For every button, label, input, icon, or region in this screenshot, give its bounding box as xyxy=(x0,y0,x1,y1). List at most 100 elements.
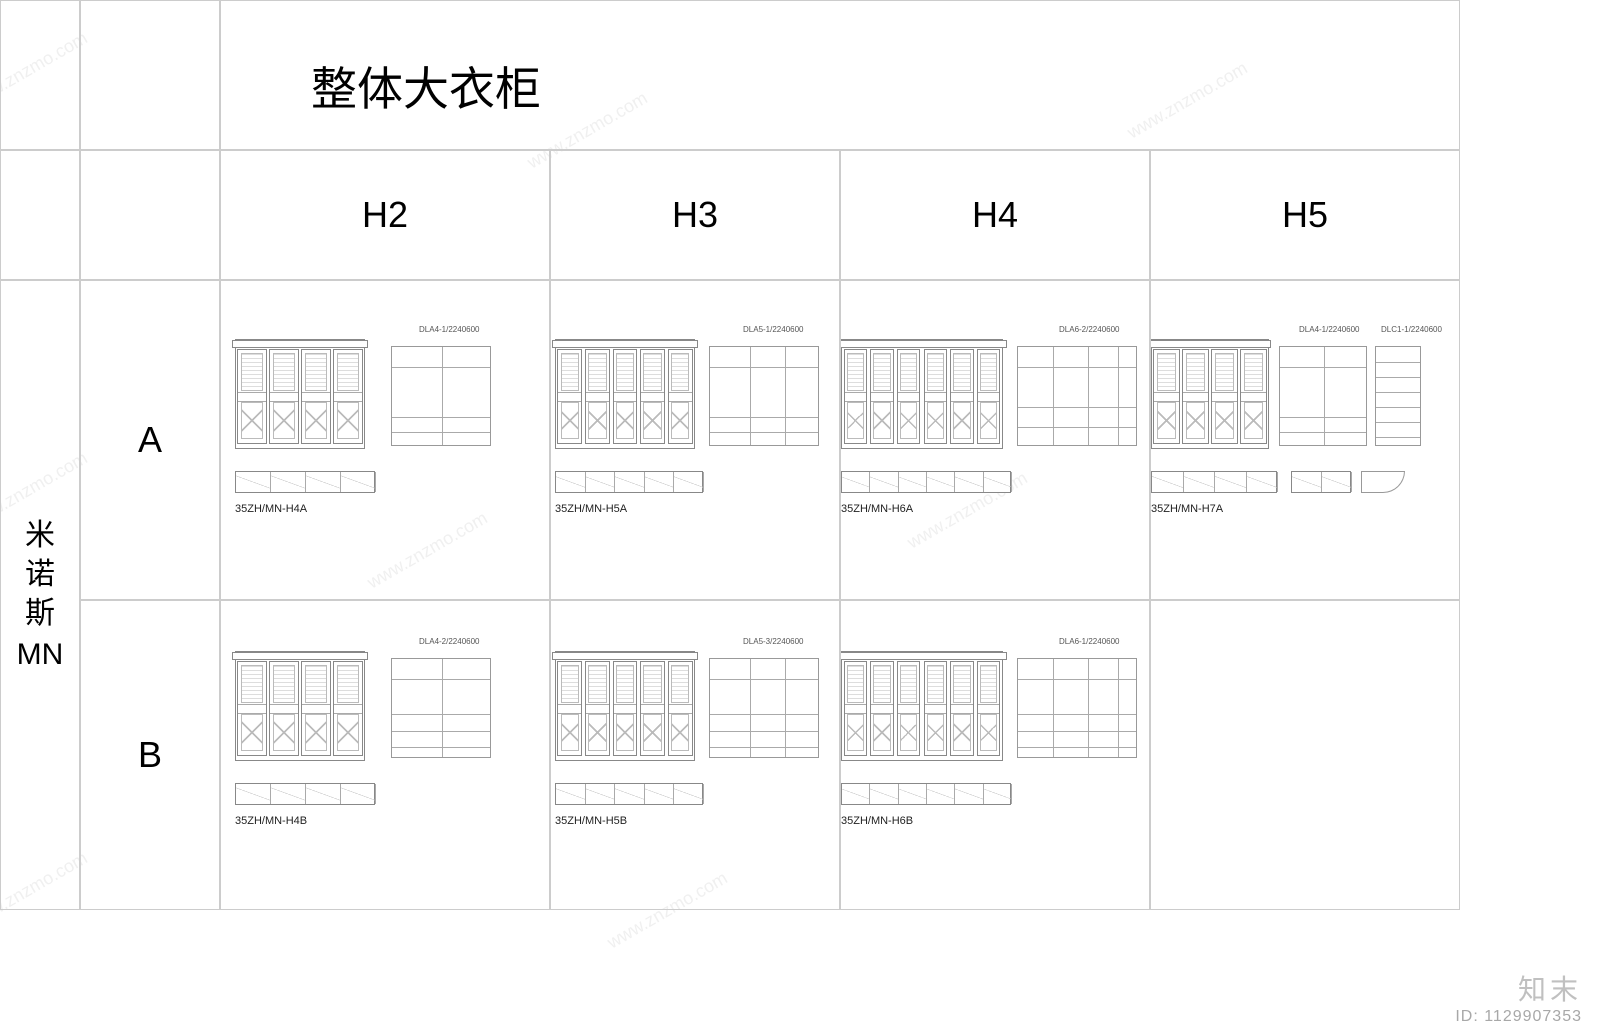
crown-moulding xyxy=(552,340,698,348)
product-code: 35ZH/MN-H6B xyxy=(841,815,913,827)
top-segment xyxy=(842,472,870,492)
section-divider xyxy=(785,347,786,445)
diag-line xyxy=(306,472,340,492)
brand-char: 诺 xyxy=(25,555,55,594)
diag-line xyxy=(984,784,1011,804)
cell-a-h2: 35ZH/MN-H4ADLA4-1/2240600 xyxy=(220,280,550,600)
top-segment xyxy=(955,472,983,492)
diag-line xyxy=(927,472,954,492)
x-panel xyxy=(873,714,890,751)
col-head-label: H4 xyxy=(972,194,1018,236)
diag-line xyxy=(1184,472,1215,492)
section-divider xyxy=(1088,659,1089,757)
diag-line xyxy=(236,472,270,492)
wardrobe-section xyxy=(391,346,491,446)
cell-b-h4: 35ZH/MN-H6BDLA6-1/2240600 xyxy=(840,600,1150,910)
wardrobe-section xyxy=(1279,346,1367,446)
wardrobe-section xyxy=(709,658,819,758)
wardrobe-section xyxy=(1017,346,1137,446)
col-head-h4: H4 xyxy=(840,150,1150,280)
louvre-panel xyxy=(847,665,864,702)
wardrobe-drawing: 35ZH/MN-H6ADLA6-2/2240600 xyxy=(841,281,1149,599)
top-segment xyxy=(271,784,306,804)
door-panel xyxy=(269,349,298,444)
x-panel xyxy=(337,402,359,439)
door-panel xyxy=(897,349,920,444)
section-label: DLA5-1/2240600 xyxy=(743,325,804,334)
door-panel xyxy=(897,661,920,756)
x-panel xyxy=(241,714,263,751)
x-panel xyxy=(337,714,359,751)
product-code: 35ZH/MN-H7A xyxy=(1151,503,1223,515)
x-panel xyxy=(616,714,634,751)
top-segment xyxy=(615,472,645,492)
door-panel xyxy=(1153,349,1180,444)
shelf xyxy=(1376,377,1420,378)
shelf xyxy=(710,731,818,732)
watermark-id: ID: 1129907353 xyxy=(1455,1008,1582,1026)
cell-a-h4: 35ZH/MN-H6ADLA6-2/2240600 xyxy=(840,280,1150,600)
x-panel xyxy=(953,714,970,751)
louvre-panel xyxy=(337,665,359,702)
door-panel xyxy=(924,349,947,444)
catalog-grid: 整体大衣柜 H2 H3 H4 H5 米 诺 斯 MN A 35ZH/MN-H4A… xyxy=(0,0,1600,1034)
page-title: 整体大衣柜 xyxy=(311,53,541,119)
section-label: DLA6-2/2240600 xyxy=(1059,325,1120,334)
cell-b-h2: 35ZH/MN-H4BDLA4-2/2240600 xyxy=(220,600,550,910)
top-segment xyxy=(645,784,675,804)
brand-en: MN xyxy=(17,635,64,674)
shelf xyxy=(1280,417,1366,418)
brand-char: 斯 xyxy=(25,594,55,633)
x-panel xyxy=(927,714,944,751)
top-segment xyxy=(556,472,586,492)
diag-line xyxy=(870,472,897,492)
blank-cell xyxy=(80,0,220,150)
top-segment xyxy=(927,472,955,492)
x-panel xyxy=(1157,402,1177,439)
shelf xyxy=(392,731,490,732)
louvre-panel xyxy=(953,353,970,390)
section-label: DLA5-3/2240600 xyxy=(743,637,804,646)
cell-b-h5 xyxy=(1150,600,1460,910)
section-divider xyxy=(750,347,751,445)
top-segment xyxy=(984,784,1012,804)
wardrobe-front xyxy=(235,339,365,449)
x-panel xyxy=(588,714,606,751)
x-panel xyxy=(900,714,917,751)
shelf xyxy=(710,417,818,418)
diag-line xyxy=(586,784,615,804)
section-divider xyxy=(1118,659,1119,757)
col-head-label: H5 xyxy=(1282,194,1328,236)
wardrobe-top-view xyxy=(555,783,703,805)
diag-line xyxy=(955,784,982,804)
col-head-h2: H2 xyxy=(220,150,550,280)
door-panel xyxy=(668,661,693,756)
louvre-panel xyxy=(927,665,944,702)
product-code: 35ZH/MN-H4A xyxy=(235,503,307,515)
row-head-a: A xyxy=(80,280,220,600)
watermark-name: 知末 xyxy=(1455,968,1582,1008)
door-panel xyxy=(585,661,610,756)
row-head-label: B xyxy=(138,734,162,776)
x-panel xyxy=(305,714,327,751)
door-panel xyxy=(844,349,867,444)
shelf xyxy=(710,679,818,680)
wardrobe-drawing: 35ZH/MN-H5ADLA5-1/2240600 xyxy=(551,281,839,599)
top-segment xyxy=(899,784,927,804)
top-segment xyxy=(1247,472,1279,492)
top-segment xyxy=(1215,472,1247,492)
louvre-panel xyxy=(588,665,606,702)
shelf xyxy=(710,714,818,715)
x-panel xyxy=(273,402,295,439)
wardrobe-top-view xyxy=(235,783,375,805)
diag-line xyxy=(306,784,340,804)
louvre-panel xyxy=(671,353,689,390)
section-divider xyxy=(442,347,443,445)
door-panel xyxy=(640,349,665,444)
top-segment xyxy=(615,784,645,804)
diag-line xyxy=(341,472,375,492)
diag-line xyxy=(674,472,703,492)
wardrobe-section xyxy=(391,658,491,758)
wardrobe-front xyxy=(841,339,1003,449)
wardrobe-drawing: 35ZH/MN-H4ADLA4-1/2240600 xyxy=(221,281,549,599)
